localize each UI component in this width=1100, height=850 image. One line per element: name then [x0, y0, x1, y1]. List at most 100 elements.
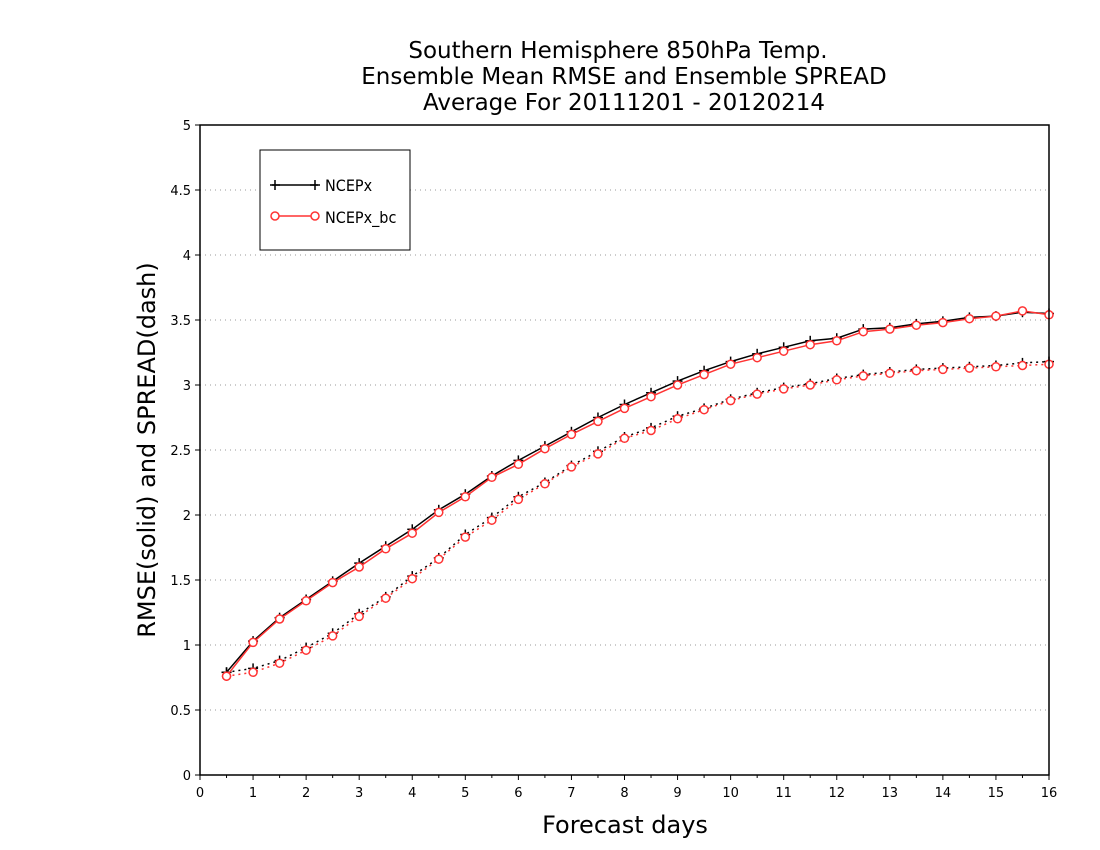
- data-point: [407, 528, 417, 538]
- data-point: [593, 449, 603, 459]
- data-point: [646, 425, 656, 436]
- data-point: [301, 596, 311, 606]
- data-point: [964, 363, 975, 373]
- legend: NCEPx NCEPx_bc: [259, 149, 411, 251]
- data-point: [221, 671, 232, 681]
- legend-label-ncepx: NCEPx: [325, 176, 373, 195]
- data-point: [805, 380, 815, 390]
- legend-marker-ncepx: [270, 180, 280, 190]
- x-tick-label: 10: [722, 786, 739, 801]
- data-point: [540, 443, 550, 454]
- data-point: [566, 429, 577, 440]
- y-tick-label: 4: [183, 249, 191, 264]
- data-point: [938, 364, 948, 375]
- data-point: [858, 371, 869, 381]
- data-point: [911, 320, 922, 330]
- series-ncepx-bc-spread-line: [226, 363, 1050, 677]
- x-tick-label: 9: [673, 786, 681, 801]
- y-tick-label: 0.5: [170, 704, 191, 719]
- x-tick-label: 5: [461, 786, 469, 801]
- data-point: [672, 414, 683, 424]
- data-point: [434, 507, 444, 518]
- data-point: [274, 614, 285, 624]
- series-ncepx-rmse-line: [225, 311, 1050, 673]
- data-point: [327, 577, 338, 588]
- grid: [200, 189, 1049, 711]
- data-point: [778, 384, 789, 394]
- y-tick-label: 4.5: [170, 184, 191, 199]
- x-tick-label: 2: [302, 786, 310, 801]
- data-point: [672, 380, 683, 390]
- data-point: [725, 395, 736, 406]
- data-point: [752, 352, 762, 363]
- data-point: [885, 368, 895, 379]
- data-point: [513, 494, 524, 505]
- data-point: [487, 472, 497, 483]
- series-ncepx-spread-line: [226, 360, 1050, 674]
- y-tick-label: 3: [183, 379, 191, 394]
- x-tick-label: 6: [514, 786, 522, 801]
- data-point: [248, 637, 258, 648]
- x-tick-label: 3: [355, 786, 363, 801]
- data-point: [566, 462, 577, 472]
- y-tick-label: 5: [183, 119, 191, 134]
- y-axis-label: RMSE(solid) and SPREAD(dash): [133, 262, 161, 638]
- y-tick-label: 0: [183, 769, 191, 784]
- data-point: [911, 365, 922, 376]
- x-tick-label: 8: [620, 786, 628, 801]
- data-point: [858, 326, 869, 337]
- data-point: [619, 433, 630, 444]
- legend-entry-ncepx-bc: [270, 211, 320, 221]
- data-point: [619, 403, 630, 414]
- x-tick-label: 16: [1041, 786, 1058, 801]
- series-ncepx-rmse-markers: [221, 307, 1054, 678]
- data-point: [964, 313, 975, 324]
- x-tick-label: 14: [935, 786, 952, 801]
- x-tick-label: 1: [249, 786, 257, 801]
- data-point: [752, 389, 762, 399]
- data-point: [832, 375, 842, 385]
- title-line-1: Southern Hemisphere 850hPa Temp.: [408, 38, 827, 64]
- data-point: [885, 324, 895, 334]
- data-point: [593, 416, 603, 427]
- x-tick-label: 11: [775, 786, 792, 801]
- data-point: [380, 593, 391, 603]
- legend-label-ncepx-bc: NCEPx_bc: [325, 208, 396, 228]
- data-point: [327, 631, 338, 641]
- y-tick-label: 1.5: [170, 574, 191, 589]
- legend-entry-ncepx: [270, 180, 320, 190]
- data-point: [460, 492, 471, 502]
- y-tick-label: 2: [183, 509, 191, 524]
- data-point: [407, 573, 417, 584]
- data-point: [832, 336, 842, 346]
- data-point: [991, 362, 1001, 372]
- title-line-2: Ensemble Mean RMSE and Ensemble SPREAD: [361, 64, 886, 90]
- data-point: [805, 339, 815, 350]
- x-tick-label: 4: [408, 786, 416, 801]
- data-point: [646, 391, 656, 402]
- series-lines: [221, 306, 1054, 681]
- data-point: [1017, 306, 1028, 316]
- series-ncepx-spread-markers: [221, 356, 1054, 678]
- x-tick-label: 0: [196, 786, 204, 801]
- series-ncepx-bc-rmse-line: [225, 310, 1050, 677]
- y-tick-label: 3.5: [170, 314, 191, 329]
- series-ncepx-bc-rmse-markers: [221, 306, 1054, 681]
- x-tick-label: 13: [882, 786, 899, 801]
- legend-marker-ncepx: [310, 180, 320, 190]
- data-point: [778, 346, 789, 356]
- data-point: [699, 404, 709, 415]
- legend-marker-ncepx-bc: [310, 211, 320, 221]
- data-point: [301, 645, 311, 655]
- data-point: [487, 515, 497, 525]
- y-axis-ticks: 0 0.5 1 1.5 2 2.5 3 3.5 4 4.5 5: [170, 119, 200, 784]
- series-ncepx-bc-spread-markers: [221, 359, 1054, 681]
- title-line-3: Average For 20111201 - 20120214: [423, 90, 825, 116]
- data-point: [938, 317, 948, 328]
- data-point: [725, 359, 736, 369]
- x-axis-ticks: 0 1 2 3 4 5 6 7 8 9 10 11 12 13 14 15 16: [196, 775, 1057, 801]
- x-axis-label: Forecast days: [542, 811, 708, 839]
- data-point: [274, 658, 285, 668]
- data-point: [1017, 360, 1028, 371]
